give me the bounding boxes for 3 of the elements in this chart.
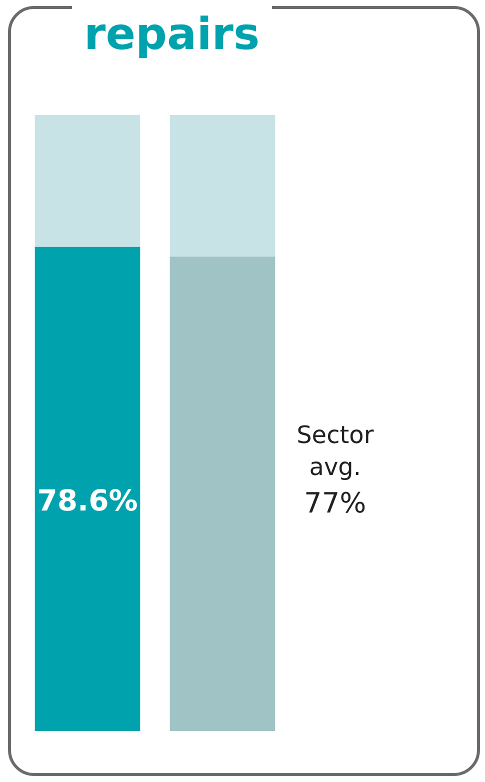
chart-title: repairs: [72, 0, 272, 70]
data-label: 78.6%: [37, 484, 138, 518]
text: Sector avg. 77%: [296, 421, 374, 520]
